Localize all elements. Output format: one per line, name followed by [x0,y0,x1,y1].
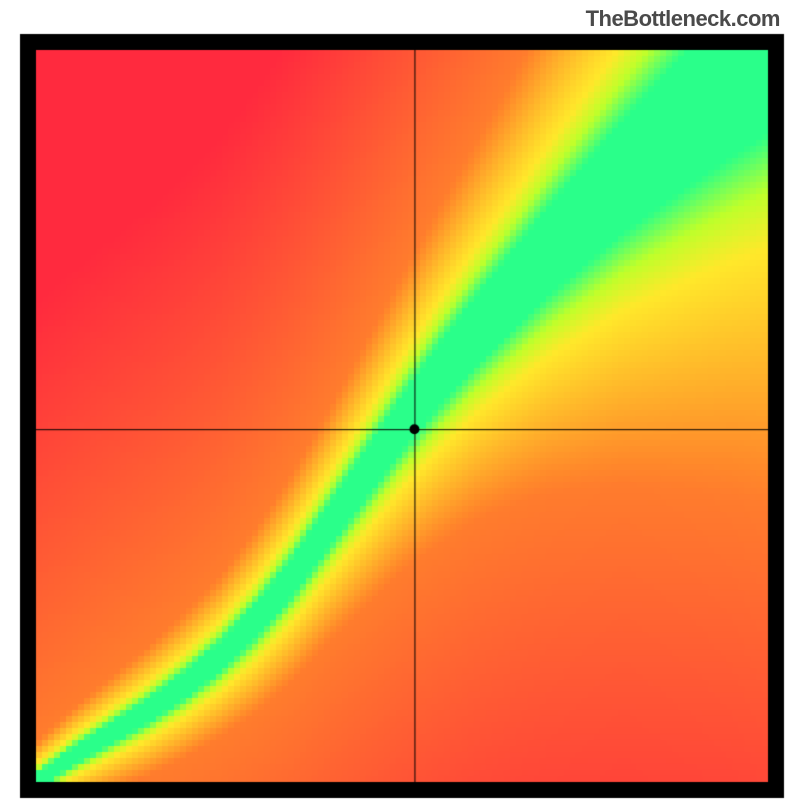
attribution-label: TheBottleneck.com [586,6,780,32]
chart-container: TheBottleneck.com [0,0,800,800]
bottleneck-heatmap [0,0,800,800]
